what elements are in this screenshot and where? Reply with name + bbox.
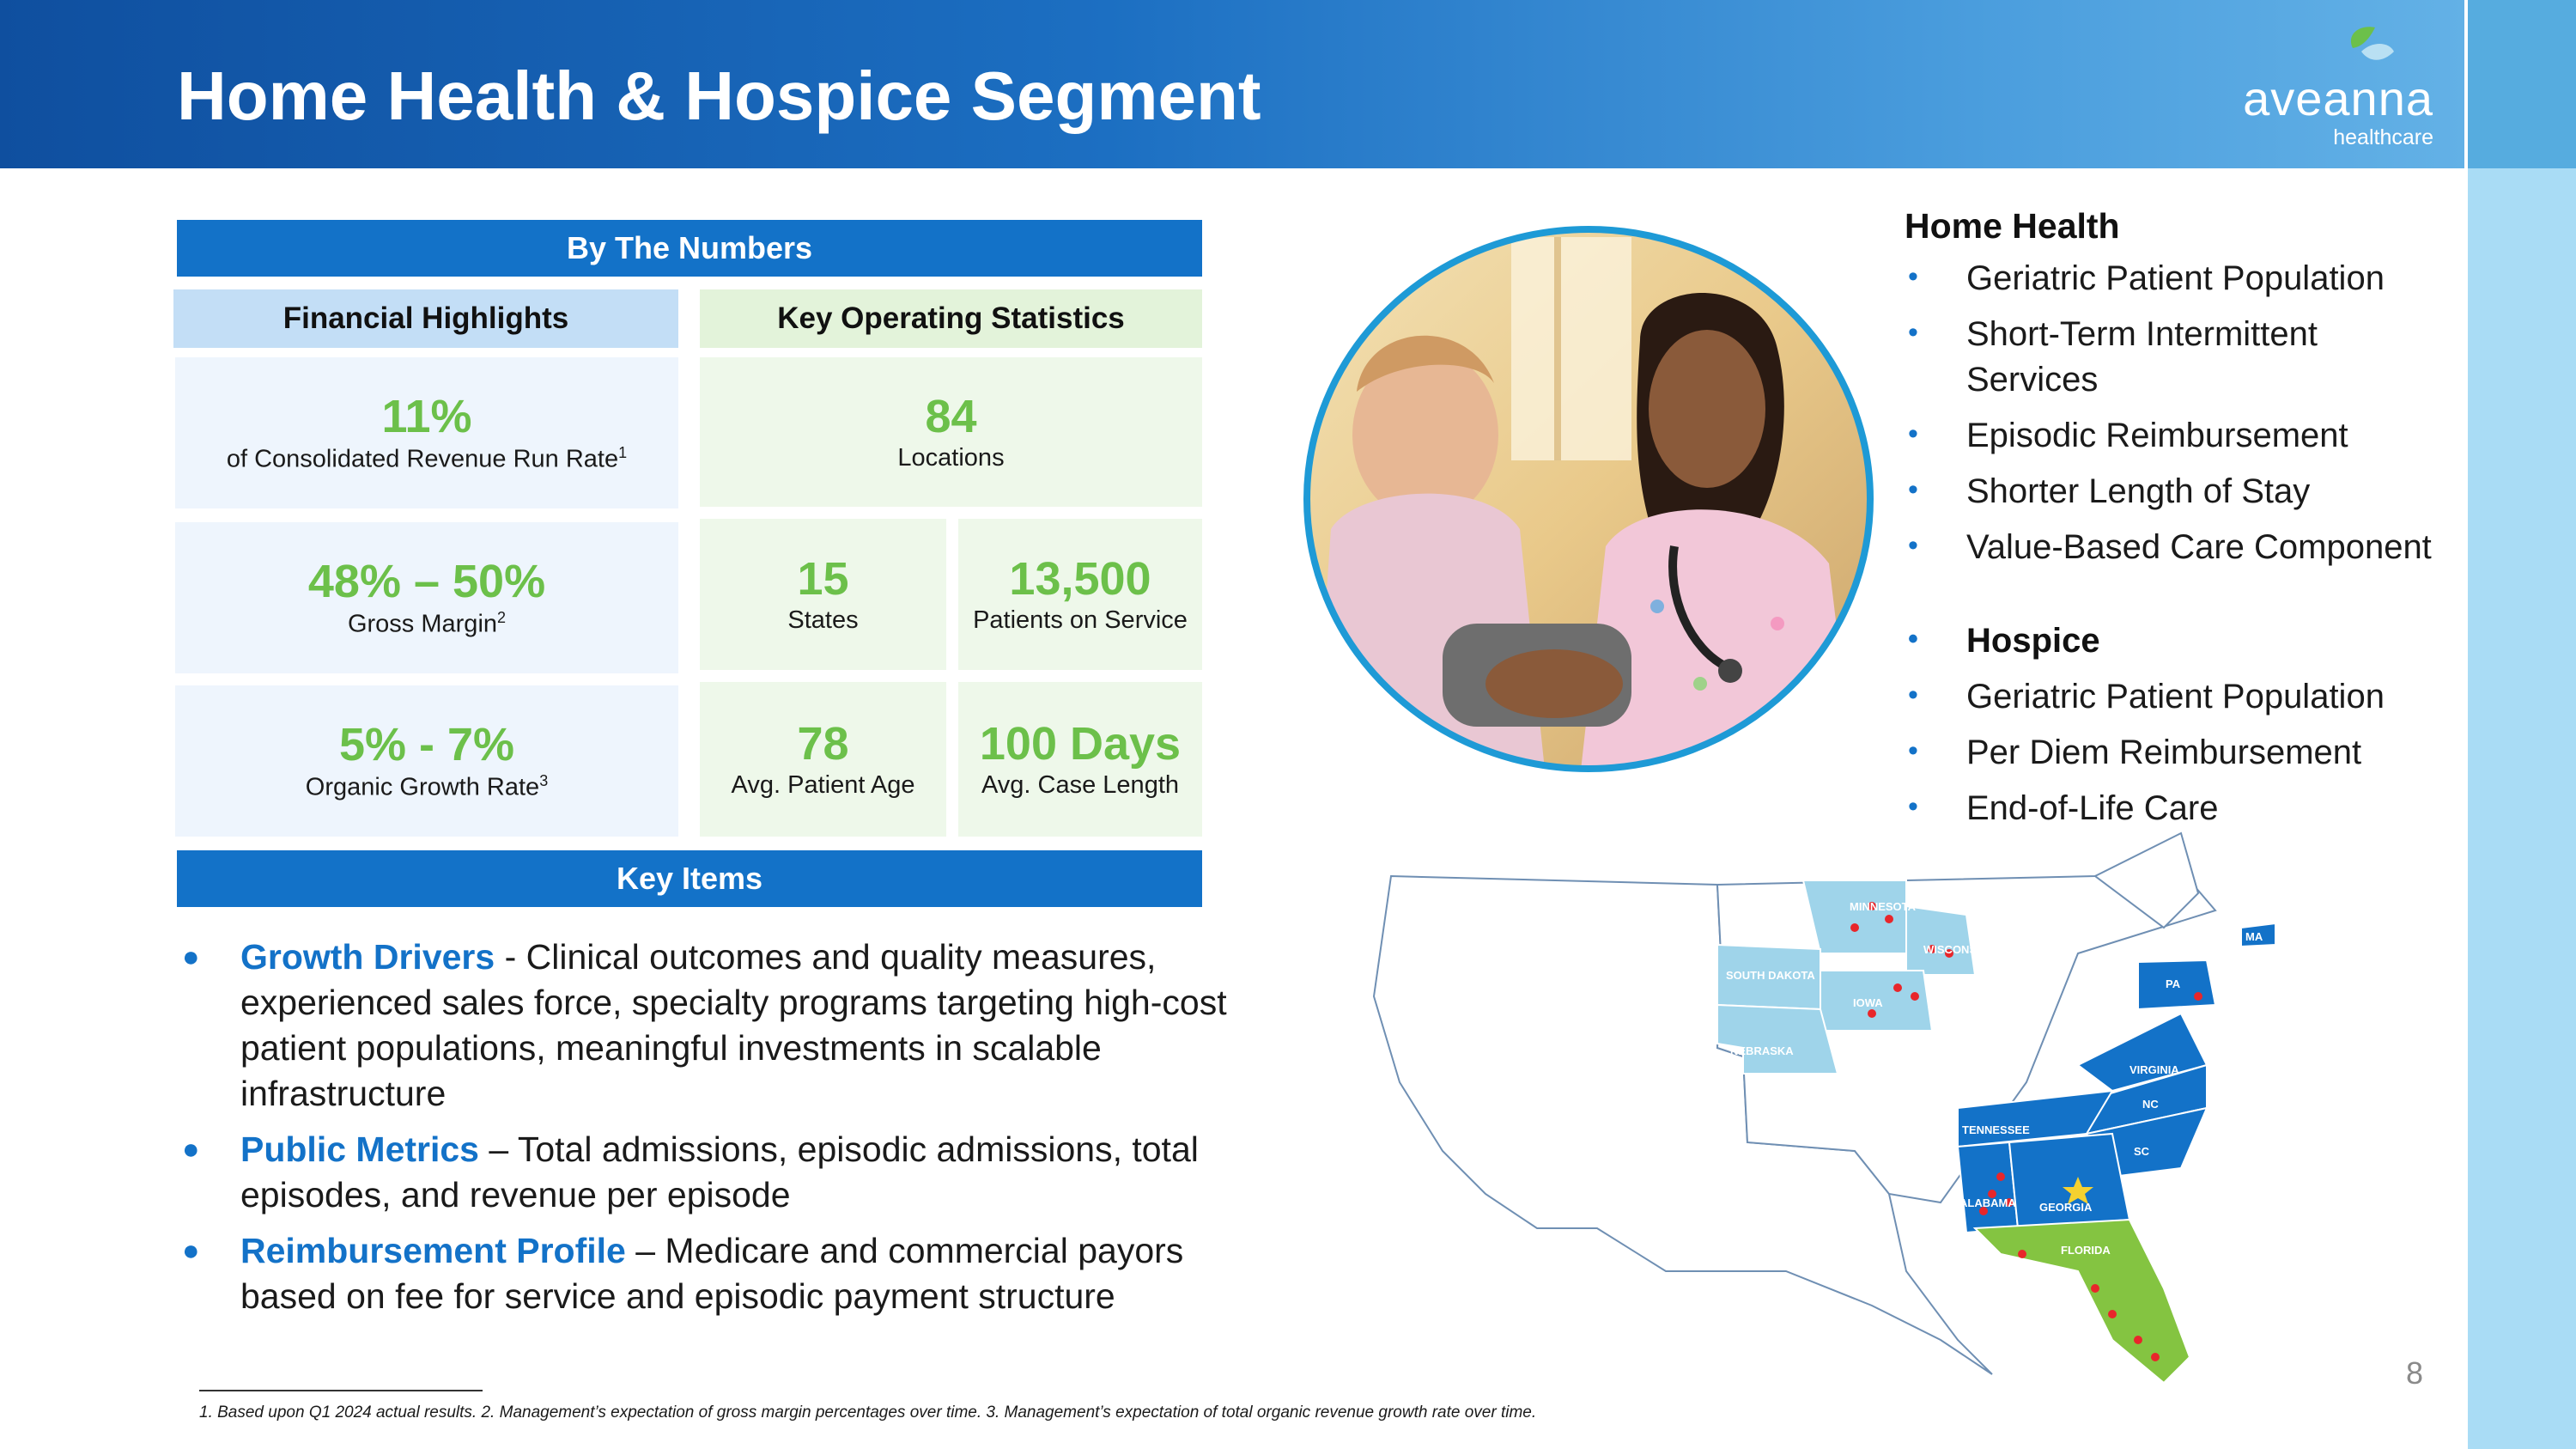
operating-stat-patients: 13,500 Patients on Service — [958, 519, 1202, 670]
key-item-text: - Clinical outcomes and quality measures… — [240, 937, 1227, 1113]
home-health-heading: Home Health — [1905, 206, 2120, 246]
right-accent-strip-top — [2464, 0, 2576, 168]
bullet-icon: ● — [182, 941, 200, 973]
key-item-term: Public Metrics — [240, 1129, 479, 1169]
map-label: PA — [2166, 977, 2181, 990]
header-bar — [0, 0, 2464, 168]
stat-label: Locations — [897, 444, 1005, 472]
map-label: VIRGINIA — [2129, 1063, 2179, 1076]
map-state-georgia — [2008, 1132, 2131, 1230]
footnote: 1. Based upon Q1 2024 actual results. 2.… — [199, 1403, 1537, 1422]
financial-highlights-header: Financial Highlights — [173, 289, 678, 348]
hospice-heading: • Hospice — [1905, 618, 2454, 664]
key-operating-statistics-header: Key Operating Statistics — [700, 289, 1202, 348]
page-number: 8 — [2406, 1355, 2424, 1391]
list-item: • End-of-Life Care — [1905, 786, 2454, 831]
map-label: WISCONSIN — [1923, 943, 1988, 956]
financial-stat-organic-growth: 5% - 7% Organic Growth Rate3 — [175, 685, 678, 837]
stat-value: 15 — [797, 552, 849, 605]
stat-label: Avg. Patient Age — [731, 771, 915, 800]
map-label: SC — [2134, 1145, 2150, 1158]
financial-stat-gross-margin: 48% – 50% Gross Margin2 — [175, 522, 678, 673]
footnote-divider — [199, 1390, 483, 1391]
stat-label: Gross Margin2 — [347, 609, 507, 639]
bullet-icon: • — [1908, 734, 1918, 767]
bullet-icon: • — [1908, 260, 1918, 293]
stat-label: Patients on Service — [973, 606, 1188, 635]
logo-subtitle: healthcare — [2333, 125, 2433, 149]
map-label: IOWA — [1853, 996, 1883, 1009]
bullet-icon: • — [1908, 623, 1918, 655]
list-item: ● Growth Drivers - Clinical outcomes and… — [177, 935, 1259, 1117]
bullet-icon: • — [1908, 473, 1918, 506]
map-label: DE — [2224, 1014, 2239, 1026]
stat-value: 13,500 — [1009, 552, 1151, 605]
map-label: NEBRASKA — [1730, 1044, 1794, 1057]
bullet-icon: ● — [182, 1133, 200, 1166]
list-item: • Episodic Reimbursement — [1905, 413, 2454, 459]
list-item: • Per Diem Reimbursement — [1905, 730, 2454, 776]
operating-stat-patient-age: 78 Avg. Patient Age — [700, 682, 946, 837]
key-item-text: – Medicare and commercial payors based o… — [240, 1231, 1184, 1316]
leaf-logo-icon — [2350, 27, 2394, 60]
stat-label: Avg. Case Length — [981, 771, 1180, 800]
list-item: • Geriatric Patient Population — [1905, 256, 2454, 301]
headquarters-star-icon — [2063, 1177, 2093, 1204]
stat-value: 78 — [797, 717, 849, 770]
map-label: FLORIDA — [2061, 1244, 2111, 1257]
by-the-numbers-header: By The Numbers — [177, 220, 1202, 277]
list-item: • Value-Based Care Component — [1905, 525, 2454, 570]
list-item: • Shorter Length of Stay — [1905, 469, 2454, 514]
stat-label: Organic Growth Rate3 — [305, 772, 549, 802]
stat-value: 11% — [381, 390, 472, 442]
key-items-list: ● Growth Drivers - Clinical outcomes and… — [177, 935, 1259, 1330]
map-label: SOUTH DAKOTA — [1726, 969, 1815, 982]
key-items-header: Key Items — [177, 850, 1202, 907]
list-item: ● Reimbursement Profile – Medicare and c… — [177, 1228, 1259, 1319]
bullet-icon: • — [1908, 529, 1918, 562]
map-label: MINNESOTA — [1850, 900, 1917, 913]
map-label: TENNESSEE — [1962, 1123, 2030, 1136]
list-item: • Short-Term Intermittent Services — [1905, 312, 2454, 403]
bullet-icon: • — [1908, 316, 1918, 349]
right-accent-strip — [2464, 0, 2576, 1449]
right-accent-edge — [2464, 0, 2468, 1449]
bullet-icon: ● — [182, 1234, 200, 1267]
financial-stat-revenue: 11% of Consolidated Revenue Run Rate1 — [175, 357, 678, 508]
key-item-term: Growth Drivers — [240, 937, 495, 977]
us-footprint-map: MINNESOTA WISCONSIN SOUTH DAKOTA IOWA NE… — [1372, 831, 2276, 1385]
stat-value: 5% - 7% — [338, 718, 515, 770]
care-model-list: Home Health • Geriatric Patient Populatio… — [1905, 203, 2454, 842]
operating-stat-states: 15 States — [700, 519, 946, 670]
bullet-icon: • — [1908, 679, 1918, 711]
bullet-icon: • — [1908, 790, 1918, 823]
map-state-ma — [2240, 922, 2276, 948]
map-label: MA — [2245, 930, 2263, 943]
stat-label: States — [787, 606, 859, 635]
map-state-nebraska — [1716, 1003, 1839, 1075]
logo-wordmark: aveanna — [2243, 71, 2433, 125]
nurse-patient-photo — [1303, 226, 1874, 772]
map-label: ALABAMA — [1959, 1196, 2016, 1209]
stat-value: 100 Days — [979, 717, 1182, 770]
list-item: • Geriatric Patient Population — [1905, 674, 2454, 720]
map-state-alabama — [1956, 1141, 2020, 1234]
list-item: ● Public Metrics – Total admissions, epi… — [177, 1127, 1259, 1218]
company-logo: aveanna healthcare — [2219, 22, 2433, 149]
key-item-text: – Total admissions, episodic admissions,… — [240, 1129, 1199, 1215]
map-label: GEORGIA — [2039, 1201, 2093, 1214]
map-state-wisconsin — [1905, 904, 1977, 976]
operating-stat-case-length: 100 Days Avg. Case Length — [958, 682, 1202, 837]
bullet-icon: • — [1908, 417, 1918, 450]
operating-stat-locations: 84 Locations — [700, 357, 1202, 507]
stat-value: 84 — [925, 390, 977, 442]
stat-label: of Consolidated Revenue Run Rate1 — [226, 444, 628, 474]
key-item-term: Reimbursement Profile — [240, 1231, 626, 1270]
page-title: Home Health & Hospice Segment — [177, 58, 1261, 134]
map-label: NC — [2142, 1098, 2159, 1111]
stat-value: 48% – 50% — [307, 555, 546, 607]
